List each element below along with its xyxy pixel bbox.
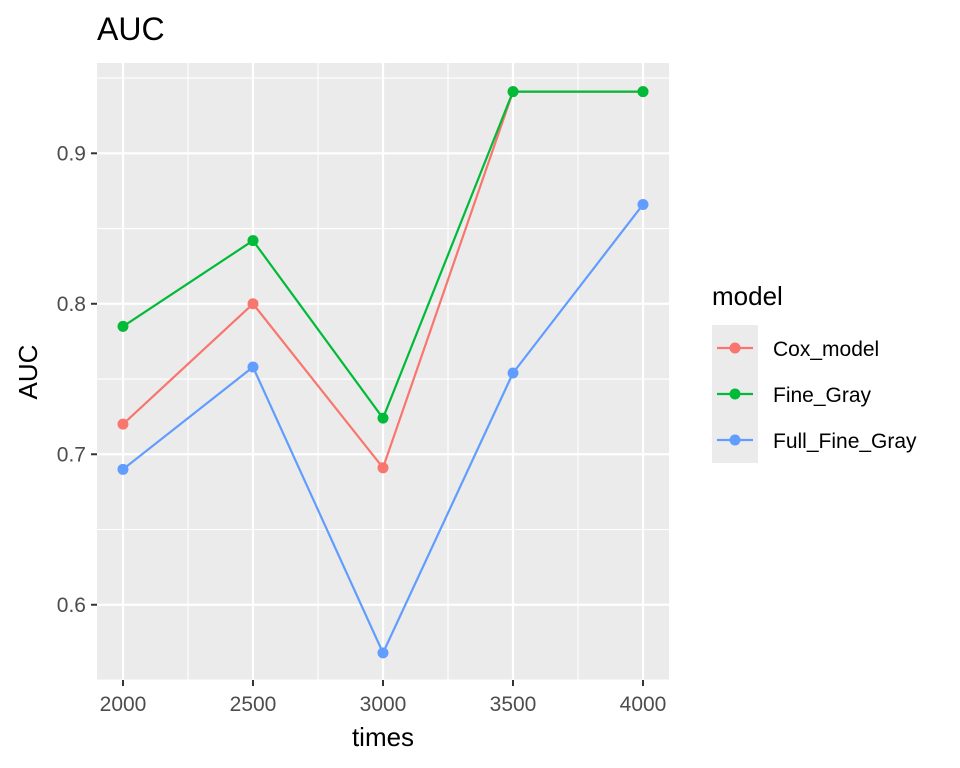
data-point xyxy=(377,412,389,424)
x-tick-label: 4000 xyxy=(620,693,667,716)
series-Fine_Gray xyxy=(117,86,649,424)
data-point xyxy=(247,298,259,310)
legend-key-point xyxy=(729,434,741,446)
data-point xyxy=(117,320,129,332)
data-point xyxy=(377,462,389,474)
y-tick-label: 0.9 xyxy=(57,142,86,165)
x-tick-label: 2000 xyxy=(100,693,147,716)
legend-title: model xyxy=(712,281,783,311)
y-axis: 0.6 0.7 0.8 0.9 xyxy=(57,142,97,617)
data-point xyxy=(637,198,649,210)
legend-items: Cox_model Fine_Gray Full_Fine_Gray xyxy=(717,338,917,453)
x-axis-title: times xyxy=(352,722,414,752)
data-point xyxy=(247,235,259,247)
legend-item: Full_Fine_Gray xyxy=(717,430,917,453)
data-point xyxy=(247,361,259,373)
y-axis-title: AUC xyxy=(13,345,43,400)
y-tick-label: 0.6 xyxy=(57,594,86,617)
legend-item: Fine_Gray xyxy=(717,384,872,407)
chart-title: AUC xyxy=(97,11,165,47)
series-layer xyxy=(117,86,649,659)
legend-item: Cox_model xyxy=(717,338,879,361)
legend-label: Fine_Gray xyxy=(773,384,872,407)
legend-key-point xyxy=(729,342,741,354)
data-point xyxy=(377,647,389,659)
y-tick-label: 0.8 xyxy=(57,293,86,316)
legend-label: Cox_model xyxy=(773,338,879,361)
x-tick-label: 3500 xyxy=(490,693,537,716)
data-point xyxy=(507,86,519,98)
x-tick-label: 3000 xyxy=(360,693,407,716)
x-axis: 2000 2500 3000 3500 4000 xyxy=(100,680,667,716)
data-point xyxy=(117,463,129,475)
legend-key-point xyxy=(729,388,741,400)
legend-label: Full_Fine_Gray xyxy=(773,430,917,453)
data-point xyxy=(117,418,129,430)
y-tick-label: 0.7 xyxy=(57,443,86,466)
x-tick-label: 2500 xyxy=(230,693,277,716)
data-point xyxy=(507,367,519,379)
legend: model Cox_model Fine_Gray Full_Fine_Gray xyxy=(712,281,917,463)
series-Full_Fine_Gray xyxy=(117,198,649,659)
data-point xyxy=(637,86,649,98)
